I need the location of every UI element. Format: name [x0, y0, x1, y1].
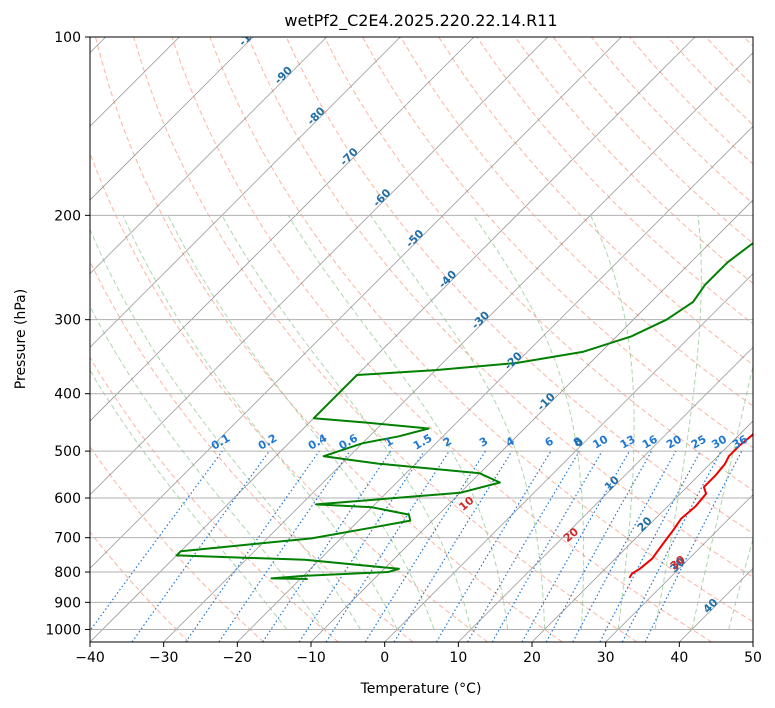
y-tick-label: 500 [54, 444, 81, 460]
sounding-traces [175, 241, 753, 580]
y-tick-label: 200 [54, 208, 81, 224]
dry-adiabat [400, 37, 753, 407]
y-axis-label: Pressure (hPa) [13, 289, 29, 389]
isotherm-line [90, 37, 622, 569]
moist-adiabat [122, 215, 398, 630]
chart-title: wetPf2_C2E4.2025.220.22.14.R11 [284, 11, 557, 31]
y-tick-label: 300 [54, 313, 81, 329]
isotherm-line [605, 494, 753, 642]
dry-adiabat [362, 37, 753, 449]
temperature-trace [628, 432, 753, 579]
dry-adiabat [95, 37, 563, 642]
y-tick-label: 1000 [45, 622, 81, 638]
x-tick-label: −30 [149, 650, 179, 666]
mixing-ratio-line [131, 450, 270, 642]
moist-adiabat [287, 215, 509, 630]
isotherm-label: -100 [236, 20, 265, 49]
moist-adiabat [221, 215, 472, 630]
x-tick-label: −10 [296, 650, 326, 666]
x-tick-label: 10 [449, 650, 467, 666]
mixing-ratio-line [644, 450, 743, 642]
mixing-ratio-line [218, 450, 351, 642]
dry-adiabat [171, 37, 712, 642]
isotherm-line [163, 52, 753, 642]
x-tick-label: 50 [744, 650, 762, 666]
x-tick-label: 0 [380, 650, 389, 666]
x-tick-label: −20 [223, 650, 253, 666]
isotherm-line [310, 199, 753, 642]
background-lines [90, 37, 753, 642]
moist-adiabat [90, 305, 325, 630]
mixing-ratio-line [325, 450, 450, 642]
dry-adiabat [90, 445, 264, 642]
x-tick-label: 20 [523, 650, 541, 666]
mixing-ratio-line [545, 450, 653, 642]
isotherm-line [90, 37, 475, 422]
y-tick-label: 100 [54, 30, 81, 46]
x-tick-label: 30 [597, 650, 615, 666]
isotherm-line [90, 37, 254, 201]
isotherm-line [384, 273, 753, 642]
isotherm-line [237, 125, 753, 642]
y-tick-label: 400 [54, 387, 81, 403]
mixing-ratio-line [262, 450, 392, 642]
x-tick-label: −40 [75, 650, 105, 666]
mixing-ratio-line [572, 450, 677, 642]
dry-adiabat [90, 356, 339, 642]
dry-adiabat [285, 37, 753, 535]
dry-adiabat [323, 37, 753, 491]
dry-adiabat [90, 531, 190, 642]
isotherm-line [531, 420, 753, 642]
isotherm-line [90, 37, 696, 642]
dry-adiabat [247, 37, 753, 578]
dry-adiabat [133, 37, 638, 642]
isotherm-line [90, 37, 548, 496]
isotherm-line [458, 346, 753, 642]
y-tick-label: 800 [54, 565, 81, 581]
x-axis-label: Temperature (°C) [360, 681, 482, 697]
dry-adiabat [438, 37, 753, 366]
y-tick-label: 700 [54, 531, 81, 547]
y-tick-label: 600 [54, 491, 81, 507]
dry-adiabat [514, 37, 753, 285]
moist-adiabat [167, 215, 435, 630]
plot-frame [89, 36, 754, 643]
axis-ticks: −40 −30 −20 −10 0 10 20 30 40 50 100 200 300 400 500 60… [45, 30, 762, 666]
dewpoint-trace [175, 241, 753, 580]
mixing-ratio-line [521, 450, 631, 642]
mixing-ratio-line [185, 450, 320, 642]
mixing-ratio-line [90, 450, 223, 632]
mixing-ratio-line [393, 450, 513, 642]
isotherm-line [90, 37, 327, 275]
dry-adiabat [90, 151, 488, 642]
dry-adiabat [209, 37, 753, 623]
y-tick-label: 900 [54, 595, 81, 611]
isotherm-line [90, 37, 401, 348]
x-tick-label: 40 [670, 650, 688, 666]
